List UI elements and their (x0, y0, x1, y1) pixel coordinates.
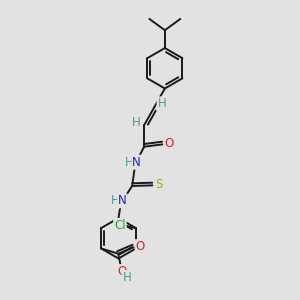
Text: N: N (132, 156, 141, 169)
Text: O: O (118, 265, 127, 278)
Text: O: O (136, 240, 145, 253)
Text: O: O (164, 137, 174, 150)
Text: S: S (155, 178, 163, 191)
Text: Cl: Cl (114, 219, 126, 232)
Text: H: H (123, 271, 131, 284)
Text: H: H (132, 116, 141, 129)
Text: H: H (111, 194, 119, 207)
Text: H: H (158, 98, 166, 110)
Text: H: H (125, 156, 134, 169)
Text: N: N (118, 194, 127, 207)
